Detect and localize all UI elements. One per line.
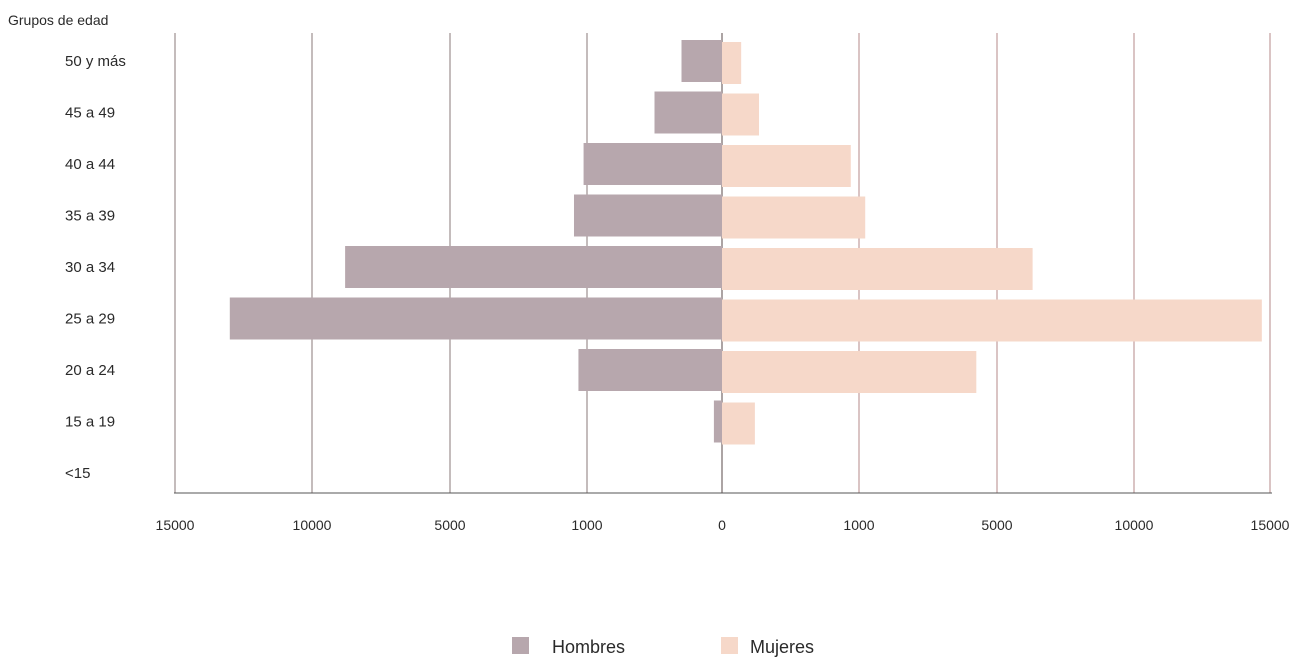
x-tick-label: 15000 — [1251, 517, 1290, 533]
category-label: 45 a 49 — [65, 104, 115, 121]
bar-mujeres — [722, 351, 977, 393]
x-tick-label: 15000 — [156, 517, 195, 533]
category-labels: 50 y más 45 a 49 40 a 44 35 a 39 30 a 34 25 a… — [65, 53, 126, 482]
x-tick-label: 10000 — [1115, 517, 1154, 533]
legend-swatch — [512, 637, 529, 654]
x-tick-label: 10000 — [293, 517, 332, 533]
category-label: 50 y más — [65, 53, 126, 70]
legend-label: Mujeres — [750, 637, 814, 657]
bar-hombres — [229, 297, 723, 340]
x-tick-label: 5000 — [434, 517, 465, 533]
category-label: 20 a 24 — [65, 362, 115, 379]
bar-hombres — [681, 40, 722, 82]
y-axis-title: Grupos de edad — [8, 12, 108, 28]
x-tick-labels: 15000 10000 5000 1000 0 1000 5000 10000 15000 — [156, 517, 1290, 533]
bar-hombres — [345, 246, 722, 288]
bar-hombres — [573, 194, 722, 237]
legend-swatch — [721, 637, 738, 654]
category-label: 15 a 19 — [65, 413, 115, 430]
bars — [229, 40, 1262, 445]
legend-label: Hombres — [552, 637, 625, 657]
bar-mujeres — [722, 299, 1262, 342]
x-tick-label: 0 — [718, 517, 726, 533]
category-label: 25 a 29 — [65, 310, 115, 327]
bar-mujeres — [722, 42, 742, 84]
bar-mujeres — [722, 93, 759, 136]
bar-mujeres — [722, 402, 755, 445]
category-label: 35 a 39 — [65, 207, 115, 224]
bar-hombres — [583, 143, 722, 185]
x-tick-label: 1000 — [571, 517, 602, 533]
category-label: <15 — [65, 465, 90, 482]
bar-hombres — [713, 400, 722, 443]
legend: Hombres Mujeres — [512, 637, 814, 657]
x-tick-label: 1000 — [843, 517, 874, 533]
x-tick-label: 5000 — [981, 517, 1012, 533]
category-label: 40 a 44 — [65, 156, 115, 173]
bar-mujeres — [722, 248, 1033, 290]
bar-mujeres — [722, 196, 866, 239]
bar-mujeres — [722, 145, 851, 187]
category-label: 30 a 34 — [65, 259, 115, 276]
bar-hombres — [578, 349, 722, 391]
bar-hombres — [654, 91, 722, 134]
